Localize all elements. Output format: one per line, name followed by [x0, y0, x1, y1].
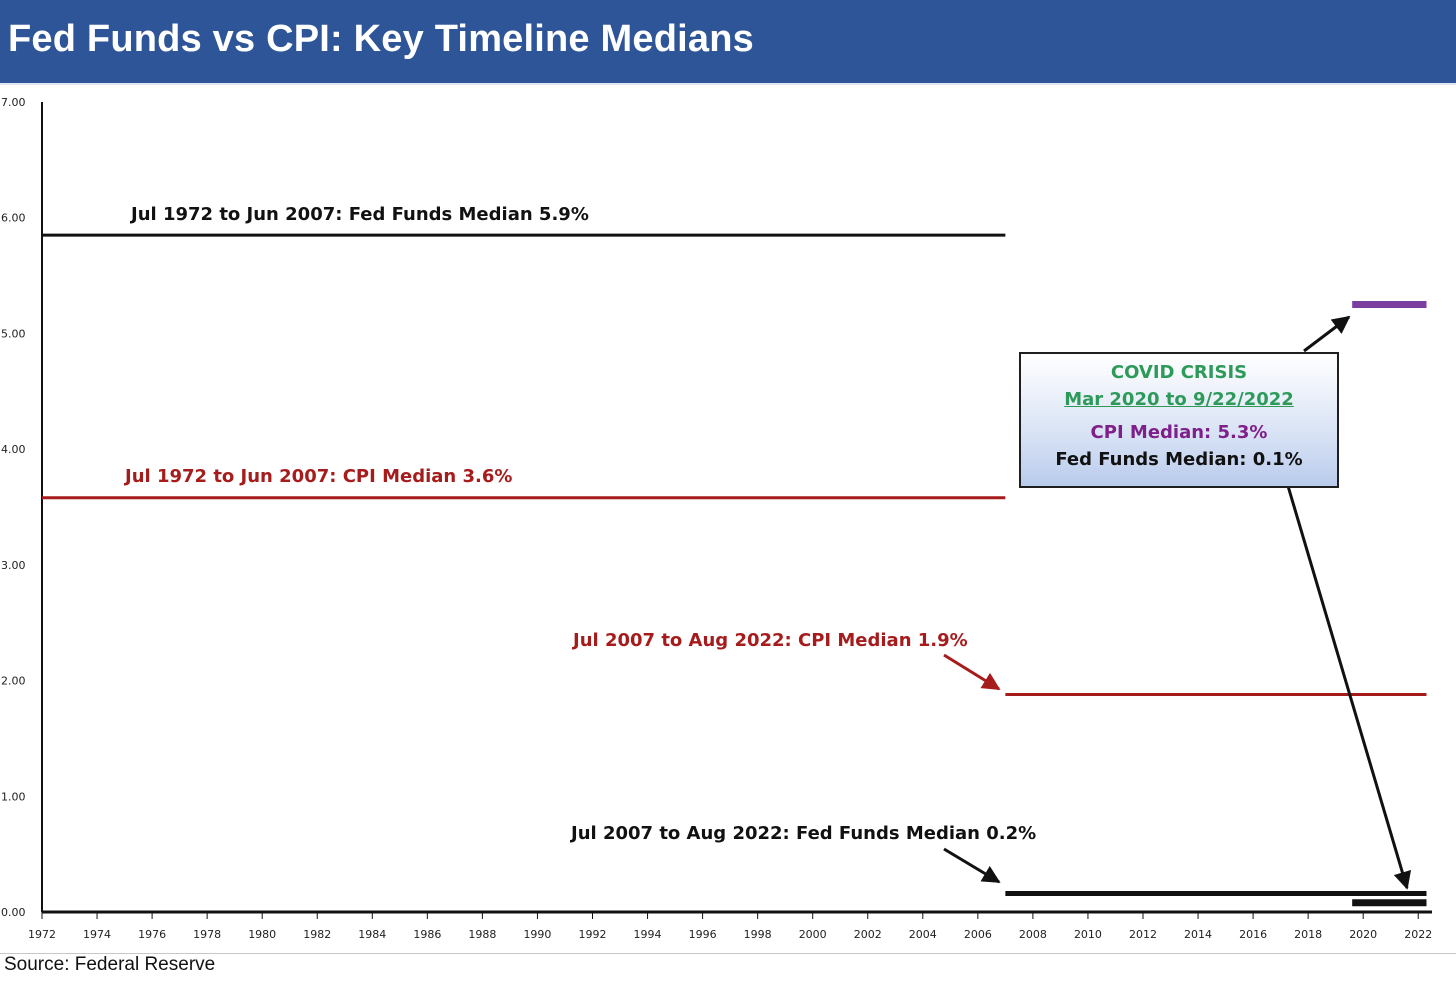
covid-cpi-median: CPI Median: 5.3%	[1090, 422, 1268, 443]
x-tick-label: 2004	[909, 928, 937, 941]
covid-title: COVID CRISIS	[1110, 362, 1248, 383]
x-tick-label: 2022	[1404, 928, 1432, 941]
y-tick-label: 1.00	[1, 790, 26, 803]
x-tick-label: 1998	[744, 928, 772, 941]
y-tick-label: 7.00	[1, 96, 26, 109]
axes: 0.00 1.00 2.00 3.00 4.00 5.00 6.00 7.00 1972 1974…	[1, 96, 1432, 941]
x-tick-label: 1972	[28, 928, 56, 941]
x-tick-label: 1974	[83, 928, 111, 941]
arrow-covid-cpi	[1303, 315, 1351, 353]
x-tick-label: 1992	[578, 928, 606, 941]
annotation-cpi-2007-2022: Jul 2007 to Aug 2022: CPI Median 1.9%	[571, 630, 968, 651]
series-group	[42, 233, 1427, 907]
y-tick-label: 0.00	[1, 906, 26, 919]
x-tick-label: 1996	[689, 928, 717, 941]
arrow-ff-2007-2022	[943, 847, 1001, 884]
footer-divider	[0, 953, 1456, 954]
annotations-group: Jul 1972 to Jun 2007: Fed Funds Median 5…	[123, 204, 1412, 890]
x-tick-label: 2002	[854, 928, 882, 941]
y-tick-label: 2.00	[1, 675, 26, 688]
x-tick-label: 1976	[138, 928, 166, 941]
annotation-cpi-1972-2007: Jul 1972 to Jun 2007: CPI Median 3.6%	[123, 466, 512, 487]
x-tick-label: 2012	[1129, 928, 1157, 941]
x-tick-label: 1986	[413, 928, 441, 941]
y-tick-label: 3.00	[1, 559, 26, 572]
covid-date-range: Mar 2020 to 9/22/2022	[1064, 389, 1294, 410]
x-tick-label: 1984	[358, 928, 386, 941]
y-tick-label: 6.00	[1, 212, 26, 225]
x-tick-label: 2000	[799, 928, 827, 941]
x-tick-label: 2014	[1184, 928, 1212, 941]
y-tick-label: 5.00	[1, 327, 26, 340]
page-title: Fed Funds vs CPI: Key Timeline Medians	[8, 18, 754, 60]
source-note: Source: Federal Reserve	[4, 954, 216, 975]
x-tick-label: 1990	[523, 928, 551, 941]
y-tick-label: 4.00	[1, 443, 26, 456]
covid-fed-funds-median: Fed Funds Median: 0.1%	[1055, 449, 1303, 470]
x-tick-label: 1994	[634, 928, 662, 941]
x-tick-label: 1982	[303, 928, 331, 941]
annotation-ff-1972-2007: Jul 1972 to Jun 2007: Fed Funds Median 5…	[129, 204, 589, 225]
x-tick-label: 2008	[1019, 928, 1047, 941]
x-tick-label: 1980	[248, 928, 276, 941]
x-tick-label: 2020	[1349, 928, 1377, 941]
arrow-covid-ff	[1286, 485, 1412, 890]
title-banner: Fed Funds vs CPI: Key Timeline Medians	[0, 0, 1456, 85]
x-tick-label: 2016	[1239, 928, 1267, 941]
covid-crisis-callout: COVID CRISIS Mar 2020 to 9/22/2022 CPI M…	[1019, 352, 1339, 488]
x-tick-label: 2006	[964, 928, 992, 941]
x-tick-label: 1978	[193, 928, 221, 941]
annotation-ff-2007-2022: Jul 2007 to Aug 2022: Fed Funds Median 0…	[569, 823, 1036, 844]
x-tick-label: 2010	[1074, 928, 1102, 941]
x-tick-label: 2018	[1294, 928, 1322, 941]
x-tick-label: 1988	[468, 928, 496, 941]
arrow-cpi-2007-2022	[943, 653, 1001, 691]
